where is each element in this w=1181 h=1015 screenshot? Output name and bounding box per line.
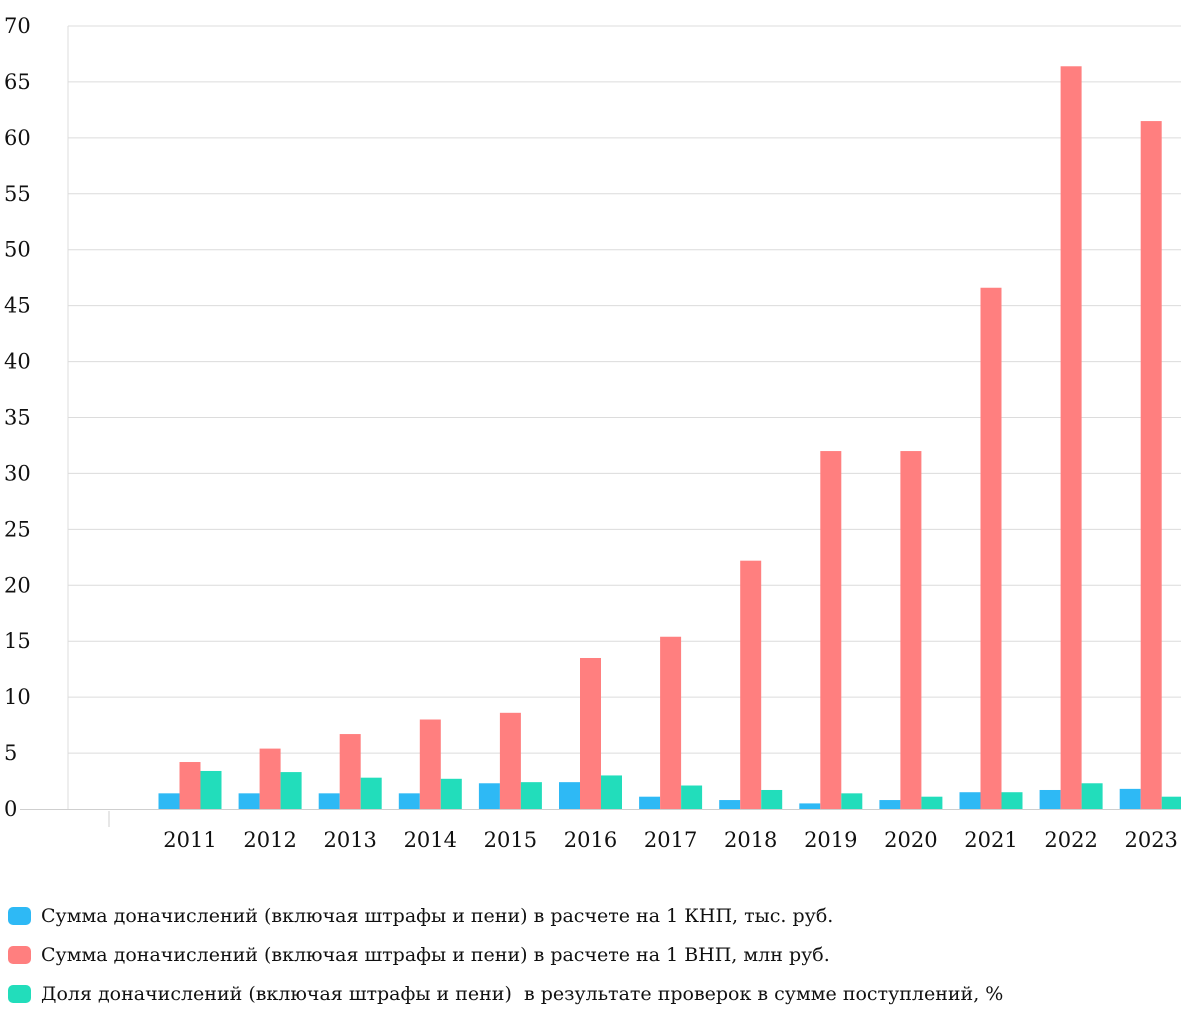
y-tick-label: 70	[4, 14, 31, 38]
y-tick-label: 30	[4, 461, 31, 485]
y-tick-label: 0	[4, 797, 17, 821]
bar-2022-series-0[interactable]	[1040, 790, 1061, 809]
bar-2014-series-1[interactable]	[420, 720, 441, 809]
y-tick-label: 25	[4, 517, 31, 541]
y-tick-label: 50	[4, 238, 31, 262]
x-tick-label: 2021	[964, 828, 1017, 852]
x-tick-label: 2020	[884, 828, 937, 852]
y-tick-label: 15	[4, 629, 31, 653]
legend-label-vnp: Сумма доначислений (включая штрафы и пен…	[41, 944, 830, 966]
bar-2018-series-1[interactable]	[740, 561, 761, 809]
bar-2019-series-1[interactable]	[820, 451, 841, 809]
x-axis-tick-labels: 2011 2012 2013 2014 2015 2016 2017 2018 2019 2020…	[163, 828, 1178, 852]
x-tick-label: 2011	[163, 828, 216, 852]
y-tick-label: 20	[4, 573, 31, 597]
bar-2018-series-0[interactable]	[719, 800, 740, 809]
x-tick-label: 2013	[323, 828, 376, 852]
bar-2019-series-2[interactable]	[841, 793, 862, 809]
legend-swatch-knp	[8, 907, 31, 925]
bar-2021-series-1[interactable]	[981, 288, 1002, 809]
bar-2011-series-1[interactable]	[180, 762, 201, 809]
legend-swatch-share	[8, 985, 31, 1003]
legend-label-share: Доля доначислений (включая штрафы и пени…	[41, 983, 1003, 1005]
y-tick-label: 45	[4, 294, 31, 318]
bar-2023-series-2[interactable]	[1162, 797, 1181, 809]
bar-2014-series-0[interactable]	[399, 793, 420, 809]
x-tick-label: 2012	[243, 828, 296, 852]
legend-swatch-vnp	[8, 946, 31, 964]
bar-2013-series-2[interactable]	[361, 778, 382, 809]
bar-2021-series-0[interactable]	[960, 792, 981, 809]
x-tick-label: 2018	[724, 828, 777, 852]
x-tick-label: 2022	[1044, 828, 1097, 852]
y-tick-label: 10	[4, 685, 31, 709]
legend-label-knp: Сумма доначислений (включая штрафы и пен…	[41, 905, 833, 927]
bar-2020-series-1[interactable]	[900, 451, 921, 809]
bar-2020-series-2[interactable]	[921, 797, 942, 809]
bar-2017-series-1[interactable]	[660, 637, 681, 809]
bar-2016-series-2[interactable]	[601, 775, 622, 809]
bar-2016-series-0[interactable]	[559, 782, 580, 809]
x-tick-label: 2023	[1124, 828, 1177, 852]
x-tick-label: 2017	[644, 828, 697, 852]
bar-2013-series-1[interactable]	[340, 734, 361, 809]
bar-2014-series-2[interactable]	[441, 779, 462, 809]
bar-2011-series-2[interactable]	[201, 771, 222, 809]
bar-2017-series-2[interactable]	[681, 786, 702, 809]
bar-2022-series-2[interactable]	[1082, 783, 1103, 809]
y-tick-label: 55	[4, 182, 31, 206]
bar-2011-series-0[interactable]	[159, 793, 180, 809]
x-tick-label: 2019	[804, 828, 857, 852]
bar-2012-series-0[interactable]	[239, 793, 260, 809]
x-tick-label: 2014	[404, 828, 457, 852]
x-tick-label: 2016	[564, 828, 617, 852]
bar-2022-series-1[interactable]	[1061, 66, 1082, 809]
bar-2012-series-1[interactable]	[260, 749, 281, 809]
bar-2017-series-0[interactable]	[639, 797, 660, 809]
bar-2021-series-2[interactable]	[1002, 792, 1023, 809]
y-tick-label: 35	[4, 406, 31, 430]
bar-2013-series-0[interactable]	[319, 793, 340, 809]
y-axis-tick-labels: 0 5 10 15 20 25 30 35 40 45 50 55 60 65 70	[4, 14, 31, 821]
bar-2012-series-2[interactable]	[281, 772, 302, 809]
y-tick-label: 40	[4, 350, 31, 374]
gridlines	[68, 26, 1181, 753]
y-tick-label: 60	[4, 126, 31, 150]
bar-2015-series-1[interactable]	[500, 713, 521, 809]
bar-2023-series-1[interactable]	[1141, 121, 1162, 809]
bar-2015-series-0[interactable]	[479, 783, 500, 809]
legend-item-share[interactable]: Доля доначислений (включая штрафы и пени…	[8, 976, 1178, 1012]
legend-item-vnp[interactable]: Сумма доначислений (включая штрафы и пен…	[8, 937, 1178, 973]
x-tick-label: 2015	[484, 828, 537, 852]
bar-2016-series-1[interactable]	[580, 658, 601, 809]
bar-2019-series-0[interactable]	[799, 803, 820, 809]
y-tick-label: 5	[4, 741, 17, 765]
legend-item-knp[interactable]: Сумма доначислений (включая штрафы и пен…	[8, 898, 1178, 934]
bar-2018-series-2[interactable]	[761, 790, 782, 809]
y-tick-label: 65	[4, 70, 31, 94]
bar-2020-series-0[interactable]	[879, 800, 900, 809]
bar-2015-series-2[interactable]	[521, 782, 542, 809]
bar-2023-series-0[interactable]	[1120, 789, 1141, 809]
legend: Сумма доначислений (включая штрафы и пен…	[8, 898, 1178, 1015]
